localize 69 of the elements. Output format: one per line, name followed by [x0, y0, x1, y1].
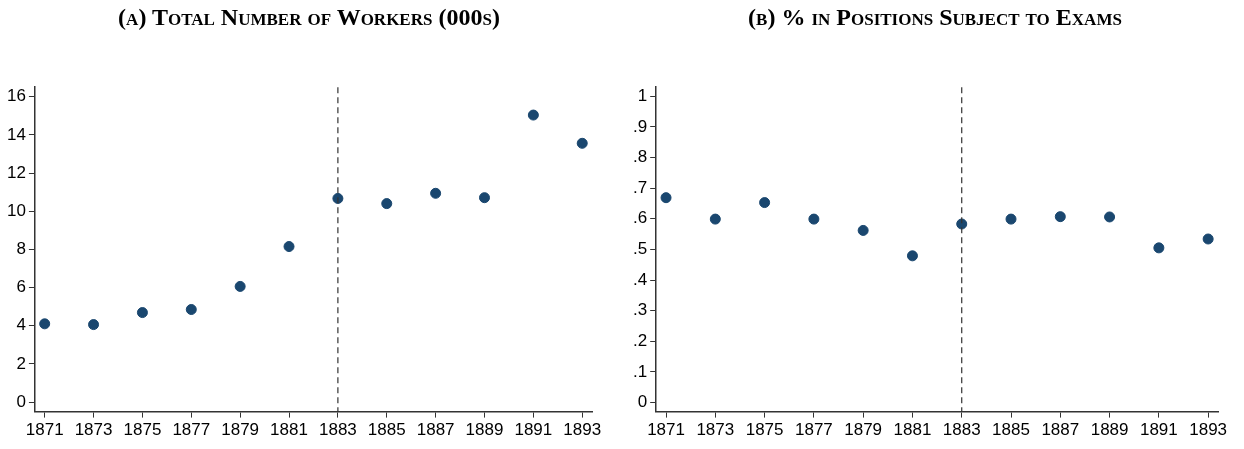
- point: [283, 241, 295, 253]
- y-tick-label: 14: [6, 124, 26, 144]
- y-tick-label: .8: [632, 147, 648, 167]
- y-tick-label: .9: [632, 116, 648, 136]
- y-tick-label: .7: [632, 177, 648, 197]
- x-tick-label: 1871: [25, 420, 64, 440]
- x-tick-label: 1875: [123, 420, 162, 440]
- y-tick-label: 1: [637, 86, 648, 106]
- point: [808, 213, 820, 225]
- x-tick-label: 1891: [1139, 420, 1178, 440]
- y-tick-label: 8: [16, 239, 26, 259]
- x-tick-label: 1879: [844, 420, 883, 440]
- x-tick-label: 1881: [893, 420, 932, 440]
- point: [857, 224, 869, 236]
- x-tick-label: 1873: [74, 420, 113, 440]
- y-tick-label: .6: [632, 208, 648, 228]
- x-tick-label: 1891: [514, 420, 553, 440]
- x-tick-label: 1883: [942, 420, 981, 440]
- point: [1104, 211, 1116, 223]
- x-tick-label: 1885: [992, 420, 1030, 440]
- point: [430, 187, 442, 199]
- x-tick-label: 1879: [221, 420, 260, 440]
- point: [576, 137, 588, 149]
- x-tick-label: 1885: [367, 420, 406, 440]
- point: [1054, 211, 1066, 223]
- y-tick-label: 6: [16, 277, 26, 297]
- y-tick-label: 16: [6, 86, 26, 106]
- point: [906, 250, 918, 262]
- y-tick-label: .3: [632, 300, 648, 320]
- point: [136, 307, 148, 319]
- point: [1005, 213, 1017, 225]
- x-tick-label: 1893: [1189, 420, 1228, 440]
- point: [1202, 233, 1214, 245]
- y-tick-label: 10: [6, 200, 26, 220]
- y-tick-label: 0: [16, 391, 26, 411]
- y-tick-label: .4: [632, 269, 648, 289]
- x-tick-label: 1887: [1041, 420, 1080, 440]
- point: [956, 218, 968, 230]
- y-tick-label: 0: [637, 392, 648, 412]
- point: [478, 192, 490, 204]
- point: [1153, 242, 1165, 254]
- x-tick-label: 1893: [563, 420, 602, 440]
- chart-title: (b) % in Positions Subject to Exams: [747, 4, 1123, 32]
- point: [709, 213, 721, 225]
- y-tick-label: .5: [632, 239, 648, 259]
- y-tick-label: 2: [16, 353, 26, 373]
- point: [39, 318, 51, 330]
- point: [88, 319, 100, 331]
- x-tick-label: 1873: [696, 420, 735, 440]
- x-tick-label: 1877: [172, 420, 211, 440]
- x-tick-label: 1883: [318, 420, 357, 440]
- point: [759, 197, 771, 209]
- y-tick-label: 12: [6, 162, 26, 182]
- x-tick-label: 1889: [465, 420, 504, 440]
- x-tick-label: 1871: [647, 420, 685, 440]
- point: [234, 280, 246, 292]
- x-tick-label: 1887: [416, 420, 455, 440]
- point: [185, 304, 197, 316]
- point: [660, 192, 672, 204]
- y-tick-label: 4: [16, 315, 26, 335]
- chart-title: (a) Total Number of Workers (000s): [117, 4, 501, 32]
- x-tick-label: 1875: [745, 420, 784, 440]
- x-tick-label: 1877: [794, 420, 833, 440]
- point: [527, 109, 539, 121]
- y-tick-label: .2: [632, 330, 648, 350]
- y-tick-label: .1: [632, 361, 648, 381]
- x-tick-label: 1881: [270, 420, 308, 440]
- point: [381, 198, 393, 210]
- x-tick-label: 1889: [1090, 420, 1129, 440]
